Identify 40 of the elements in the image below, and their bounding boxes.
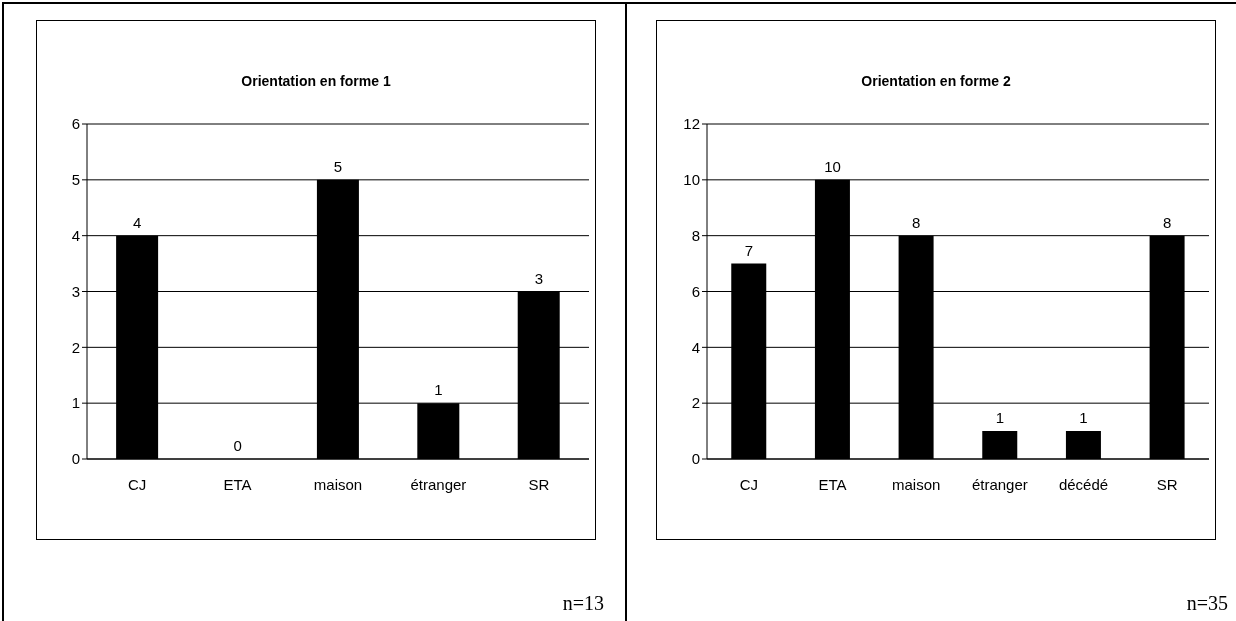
x-tick-label: ETA bbox=[223, 475, 252, 493]
data-label: 0 bbox=[233, 437, 242, 454]
data-label: 1 bbox=[1079, 409, 1088, 427]
data-label: 3 bbox=[534, 269, 543, 287]
x-tick-label: CJ bbox=[128, 475, 147, 493]
data-label: 1 bbox=[434, 381, 443, 399]
y-tick-label: 0 bbox=[71, 450, 80, 468]
y-tick-label: 8 bbox=[691, 226, 700, 244]
x-tick-label: maison bbox=[891, 475, 941, 493]
data-label: 1 bbox=[995, 409, 1005, 427]
x-tick-label: étranger bbox=[410, 475, 467, 493]
chart-title: Orientation en forme 1 bbox=[240, 73, 392, 89]
y-tick-label: 6 bbox=[71, 115, 80, 133]
x-tick-label: étranger bbox=[971, 475, 1028, 493]
data-label: 5 bbox=[333, 157, 343, 175]
y-tick-label: 12 bbox=[683, 115, 700, 133]
x-tick-label: SR bbox=[1156, 475, 1178, 493]
data-label: 10 bbox=[824, 157, 841, 175]
text: n=13 bbox=[562, 592, 604, 615]
data-label: 4 bbox=[133, 213, 142, 231]
y-tick-label: 0 bbox=[691, 450, 700, 468]
x-tick-label: décédé bbox=[1058, 475, 1109, 493]
x-tick-label: ETA bbox=[818, 475, 847, 493]
y-tick-label: 4 bbox=[691, 338, 700, 356]
y-tick-label: 10 bbox=[683, 171, 700, 189]
data-label: 7 bbox=[744, 241, 754, 259]
text: n=35 bbox=[1186, 592, 1228, 615]
y-tick-label: 5 bbox=[71, 171, 80, 189]
y-tick-label: 2 bbox=[691, 394, 700, 412]
chart-title: Orientation en forme 2 bbox=[860, 73, 1012, 89]
x-tick-label: SR bbox=[528, 475, 550, 493]
y-tick-label: 6 bbox=[691, 282, 700, 300]
data-label: 8 bbox=[911, 213, 921, 231]
y-tick-label: 3 bbox=[71, 282, 80, 300]
x-tick-label: maison bbox=[313, 475, 363, 493]
data-label: 8 bbox=[1162, 213, 1172, 231]
y-tick-label: 1 bbox=[71, 394, 80, 412]
y-tick-label: 2 bbox=[71, 338, 80, 356]
x-tick-label: CJ bbox=[739, 475, 759, 493]
y-tick-label: 4 bbox=[71, 226, 80, 244]
